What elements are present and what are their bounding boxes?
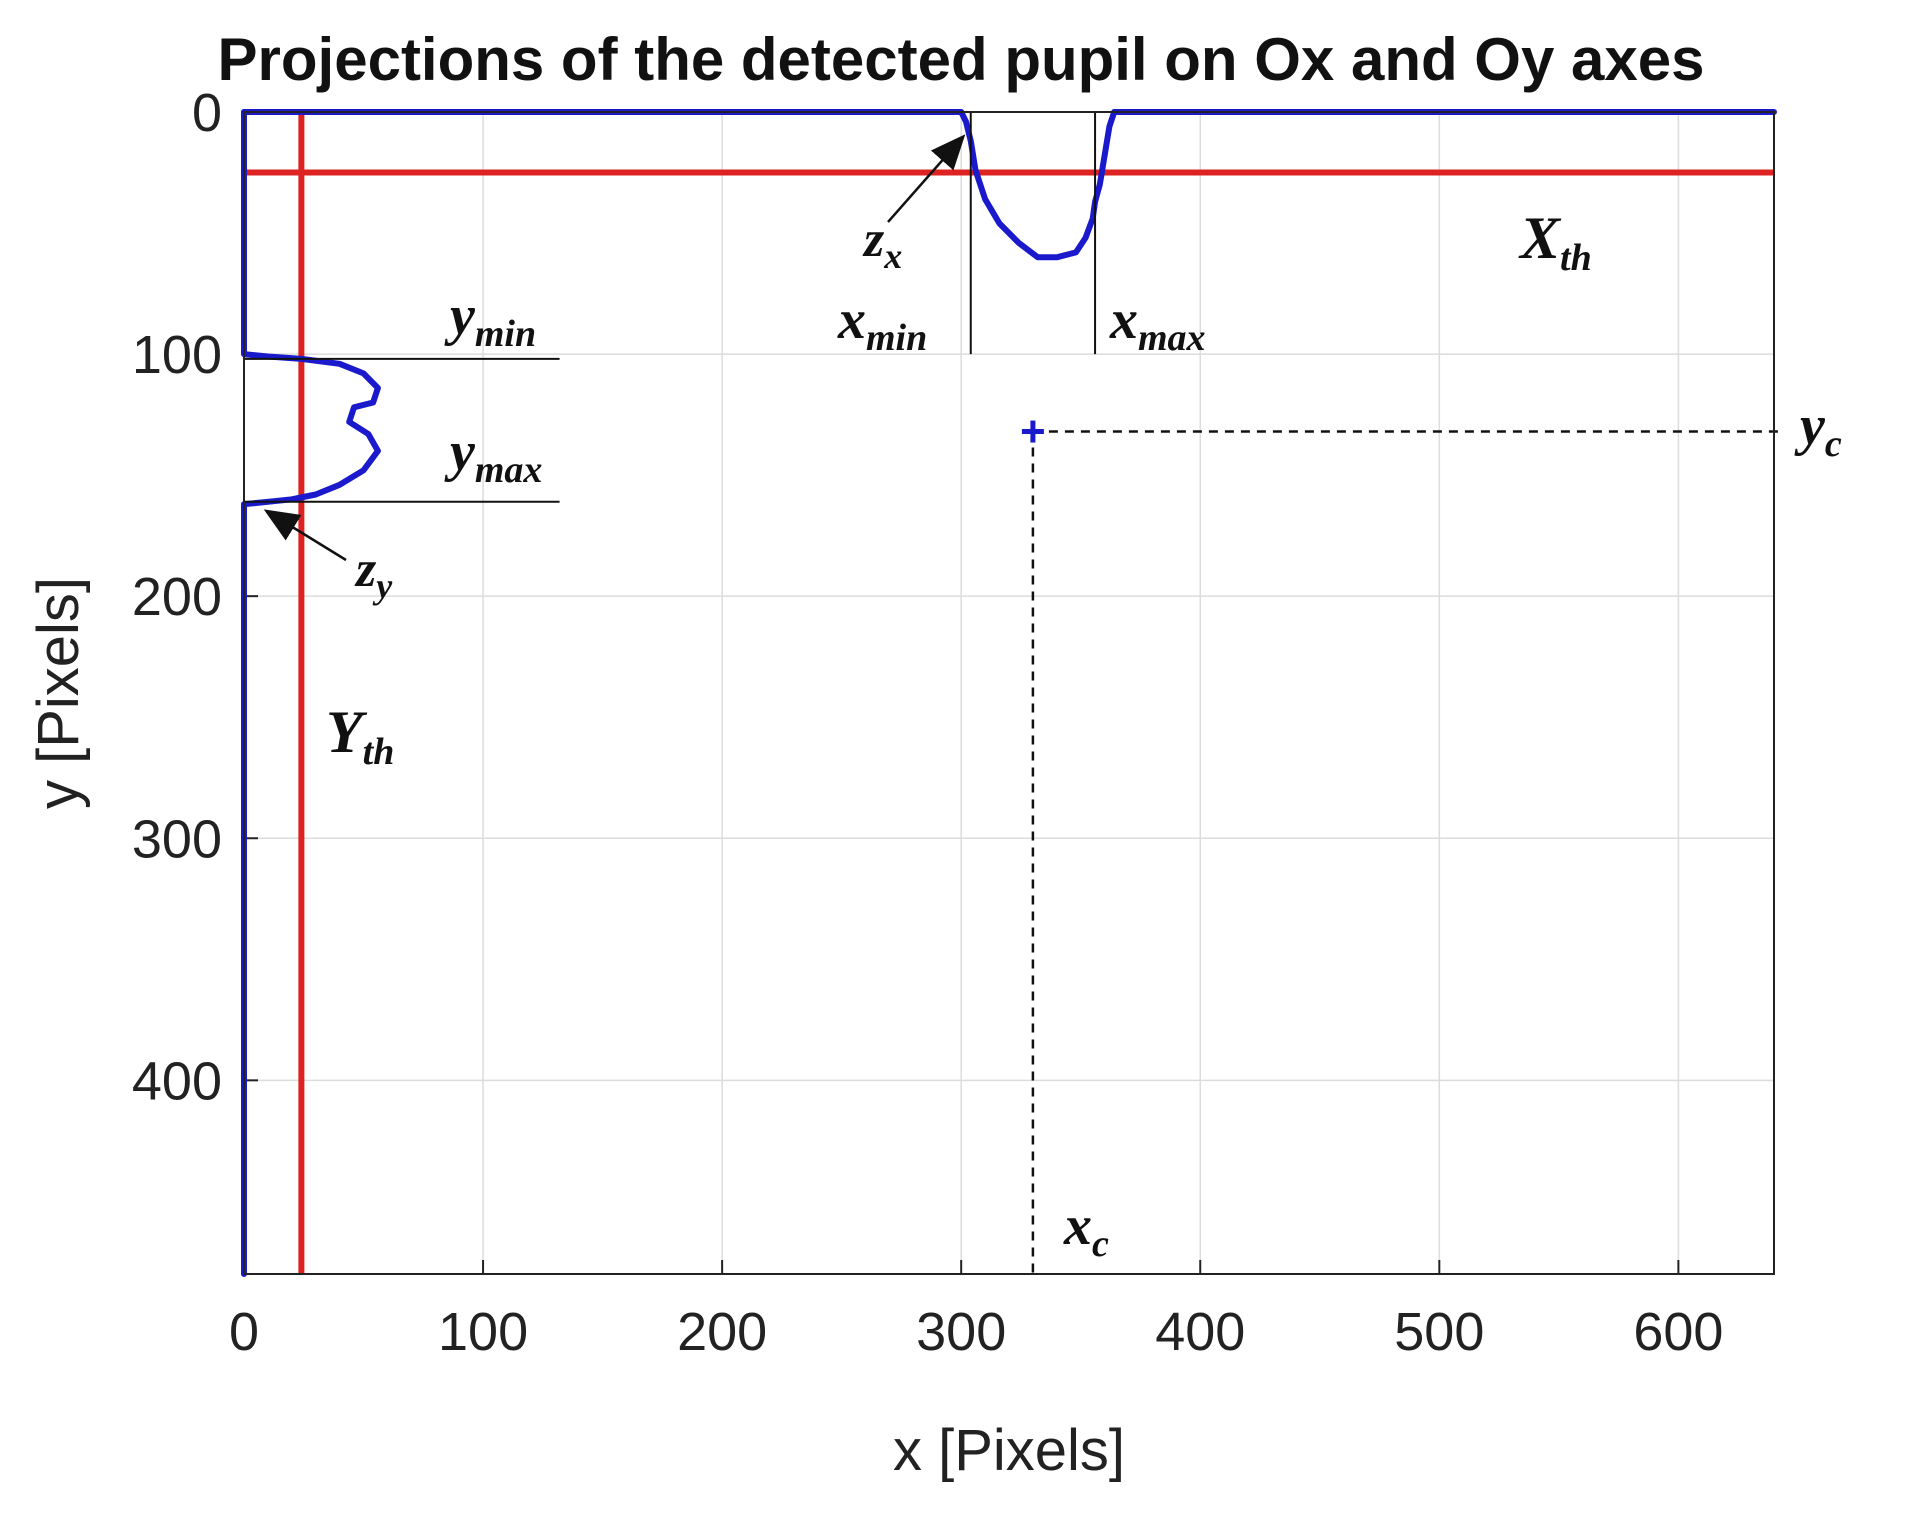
x-tick-label: 0 <box>229 1302 259 1362</box>
x-min-label: xmin <box>837 289 927 359</box>
y-axis-label: y [Pixels] <box>26 577 91 809</box>
x-tick-label: 500 <box>1394 1302 1484 1362</box>
z-x-label: zx <box>862 211 902 276</box>
x-axis-label: x [Pixels] <box>893 1418 1125 1483</box>
y-tick-label: 400 <box>132 1051 222 1111</box>
y-threshold-label: Yth <box>326 699 394 773</box>
z-y-arrow <box>263 509 347 562</box>
thresholds <box>244 112 1774 1274</box>
x-center-label: xc <box>1063 1195 1109 1265</box>
y-tick-label: 300 <box>132 809 222 869</box>
x-tick-label: 400 <box>1155 1302 1245 1362</box>
x-tick-label: 300 <box>916 1302 1006 1362</box>
x-tick-label: 200 <box>677 1302 767 1362</box>
y-max-label: ymax <box>444 421 542 491</box>
z-x-arrow <box>887 134 966 223</box>
y-min-label: ymin <box>444 285 536 355</box>
y-center-label: yc <box>1794 395 1842 465</box>
y-tick-label: 200 <box>132 567 222 627</box>
z-y-label: zy <box>354 541 393 606</box>
chart-title: Projections of the detected pupil on Ox … <box>218 26 1705 93</box>
y-tick-label: 0 <box>192 83 222 143</box>
x-threshold-label: Xth <box>1518 205 1592 279</box>
y-tick-label: 100 <box>132 325 222 385</box>
x-max-label: xmax <box>1109 289 1206 359</box>
x-tick-label: 100 <box>438 1302 528 1362</box>
plot-frame <box>243 111 1775 1275</box>
tick-labels: 0 100 200 300 400 500 600 0 100 200 300 400 <box>132 83 1724 1362</box>
x-tick-label: 600 <box>1633 1302 1723 1362</box>
